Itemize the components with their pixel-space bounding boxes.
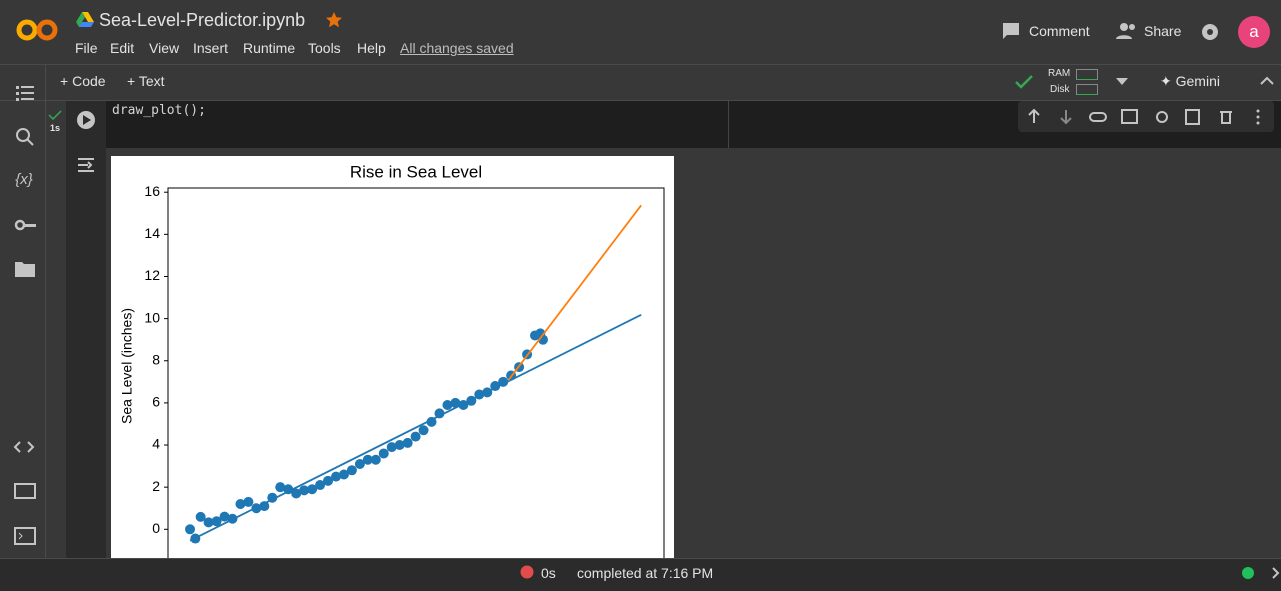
data-point [291,488,302,499]
sidebar: {x} [13,65,46,558]
output-gutter [66,148,106,558]
run-button[interactable] [76,110,96,130]
y-tick-label: 8 [152,351,160,367]
menu-item[interactable]: Insert [193,40,229,56]
y-tick-label: 12 [144,267,160,283]
data-point [346,465,357,476]
divider [0,100,1281,101]
settings-icon[interactable] [1200,22,1220,42]
data-point [434,408,445,419]
trend-line [507,204,642,381]
star-icon[interactable] [325,11,343,29]
data-point [299,485,310,496]
dropdown-icon[interactable] [1116,78,1128,86]
status-message[interactable]: completed at 7:16 PM [577,565,714,581]
add-text-label: Text [138,73,165,89]
chart: Rise in Sea Level Sea Level (inches) 0 2 4… [111,156,674,558]
disk-meter [1076,84,1098,95]
save-status[interactable]: All changes saved [400,40,514,56]
data-point [338,469,349,480]
data-point [442,399,453,410]
y-tick-label: 16 [144,183,160,199]
data-point [378,448,389,459]
data-point [386,442,397,453]
drive-icon [76,12,94,27]
trend-line [189,314,642,542]
y-tick-label: 6 [152,394,160,410]
data-point [315,480,326,491]
ram-label: RAM [1048,68,1071,79]
data-point [402,437,413,448]
data-point [354,458,365,469]
chart-title: Rise in Sea Level [350,162,482,181]
cell-toolbar [1018,101,1274,132]
add-code-button[interactable]: + Code [60,73,106,89]
success-check [48,110,62,120]
data-point [307,484,318,495]
status-error-icon [520,565,534,579]
share-icon [1116,23,1135,39]
code-text: draw_plot(); [112,103,206,118]
data-point [418,425,429,436]
share-button[interactable]: Share [1144,23,1182,39]
data-point [203,517,214,528]
data-point [211,516,222,527]
data-point [219,511,230,522]
disk-label: Disk [1050,84,1070,95]
collapse-icon[interactable] [1260,76,1274,86]
status-duration: 0s [541,565,556,581]
cell-toolbar-icons[interactable] [1018,101,1274,132]
output-toggle[interactable] [76,156,96,174]
y-tick-label: 2 [152,478,160,494]
ram-meter [1076,69,1098,80]
svg-text:{x}: {x} [15,171,33,188]
comment-button[interactable]: Comment [1029,23,1090,39]
menu-item[interactable]: Tools [308,40,341,56]
menu-item[interactable]: File [75,40,98,56]
data-point [195,511,206,522]
gemini-label: Gemini [1175,73,1220,89]
plot-frame [167,187,665,558]
add-text-button[interactable]: + Text [127,73,165,89]
connected-check [1015,75,1033,89]
data-point [275,482,286,493]
cell-divider [728,101,729,148]
data-point [450,397,461,408]
status-bar [0,558,1281,591]
menu-item[interactable]: Help [357,40,386,56]
data-point [243,496,254,507]
data-point [185,524,196,535]
menu-item[interactable]: View [149,40,180,56]
file-name[interactable]: Sea-Level-Predictor.ipynb [99,10,306,30]
data-point [394,440,405,451]
data-point [323,475,334,486]
y-tick-label: 0 [152,520,160,536]
avatar[interactable]: a [1238,16,1270,48]
comment-icon [1003,23,1019,39]
colab-logo[interactable] [16,14,62,46]
add-code-label: Code [72,73,106,89]
y-tick-label: 4 [152,436,160,452]
y-axis-label: Sea Level (inches) [119,308,135,424]
y-tick-label: 10 [144,309,160,325]
data-point [410,431,421,442]
status-indicators [1242,567,1280,579]
data-point [259,501,270,512]
data-point [362,454,373,465]
gemini-button[interactable]: ✦ Gemini [1160,73,1220,89]
data-point [235,499,246,510]
data-point [330,471,341,482]
data-point [370,454,381,465]
exec-time: 1s [50,123,61,133]
menu-item[interactable]: Runtime [243,40,296,56]
divider [0,64,1281,65]
y-tick-label: 14 [144,225,160,241]
menu-item[interactable]: Edit [110,40,135,56]
